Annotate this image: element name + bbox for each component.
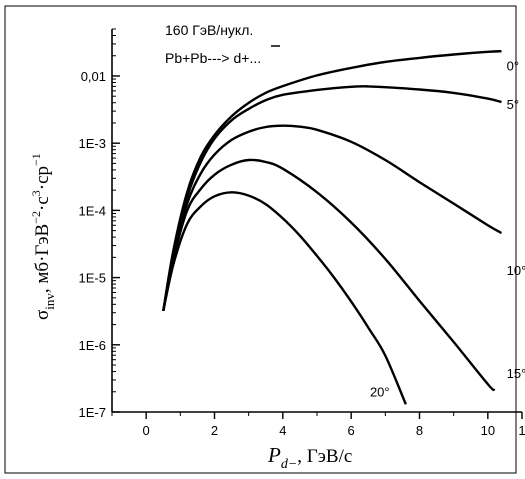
series-curve-0 <box>162 50 502 311</box>
y-tick-label: 1E-5 <box>79 271 106 286</box>
x-tick-label: 2 <box>211 423 218 438</box>
y-axis-label-c: ·с <box>32 196 53 211</box>
series-curves <box>162 50 503 405</box>
x-axis-label-sub: d− <box>281 457 297 472</box>
series-curve-4 <box>162 191 407 405</box>
x-axis-label-unit: , ГэВ/с <box>297 446 352 467</box>
y-axis-label-units: , мб·ГэВ <box>32 224 53 293</box>
x-tick-label: 0 <box>143 423 150 438</box>
plot-area: 0,01 1E-3 1E-4 1E-5 1E-6 1E-7 0 2 4 6 8 10 1 0° 5° 10… <box>79 28 525 438</box>
y-tick-label: 1E-6 <box>79 338 106 353</box>
chart-subtitle: Pb+Pb---> d+... <box>165 45 280 66</box>
x-tick-label: 1 <box>518 423 525 438</box>
series-curve-2 <box>162 124 503 312</box>
y-axis-label-exp1: −2 <box>29 211 43 224</box>
x-tick-label: 10 <box>481 423 495 438</box>
x-axis-label-main: P <box>267 443 281 467</box>
series-label-2: 10° <box>507 263 525 278</box>
y-tick-label: 1E-4 <box>79 203 106 218</box>
x-ticks: 0 2 4 6 8 10 1 <box>111 412 525 438</box>
series-label-3: 15° <box>507 366 525 381</box>
chart-title: 160 ГэВ/нукл. <box>165 22 253 38</box>
y-axis-label-exp2: 3 <box>29 190 43 196</box>
y-axis-label-exp3: −1 <box>29 153 43 166</box>
figure-border <box>4 5 517 474</box>
x-tick-label: 8 <box>416 423 423 438</box>
series-label-4: 20° <box>370 385 390 400</box>
x-tick-label: 4 <box>279 423 286 438</box>
y-axis-label: σinv, мб·ГэВ−2·с3·ср−1 <box>29 153 57 320</box>
series-labels: 0° 5° 10° 15° 20° <box>370 59 525 400</box>
series-curve-3 <box>162 158 496 392</box>
series-curve-1 <box>162 85 502 312</box>
series-label-0: 0° <box>507 59 519 74</box>
y-axis-label-inv: inv <box>42 293 57 310</box>
y-axis-label-sr: ·ср <box>32 166 53 190</box>
x-tick-label: 6 <box>348 423 355 438</box>
y-ticks: 0,01 1E-3 1E-4 1E-5 1E-6 1E-7 <box>79 28 120 420</box>
y-axis-label-sigma: σ <box>32 310 53 320</box>
y-tick-label: 1E-7 <box>79 405 106 420</box>
y-tick-label: 1E-3 <box>79 136 106 151</box>
x-axis-label: Pd−, ГэВ/с <box>267 443 352 472</box>
y-tick-label: 0,01 <box>81 69 106 84</box>
series-label-1: 5° <box>507 97 519 112</box>
chart-subtitle-text: Pb+Pb---> d+... <box>165 50 261 66</box>
